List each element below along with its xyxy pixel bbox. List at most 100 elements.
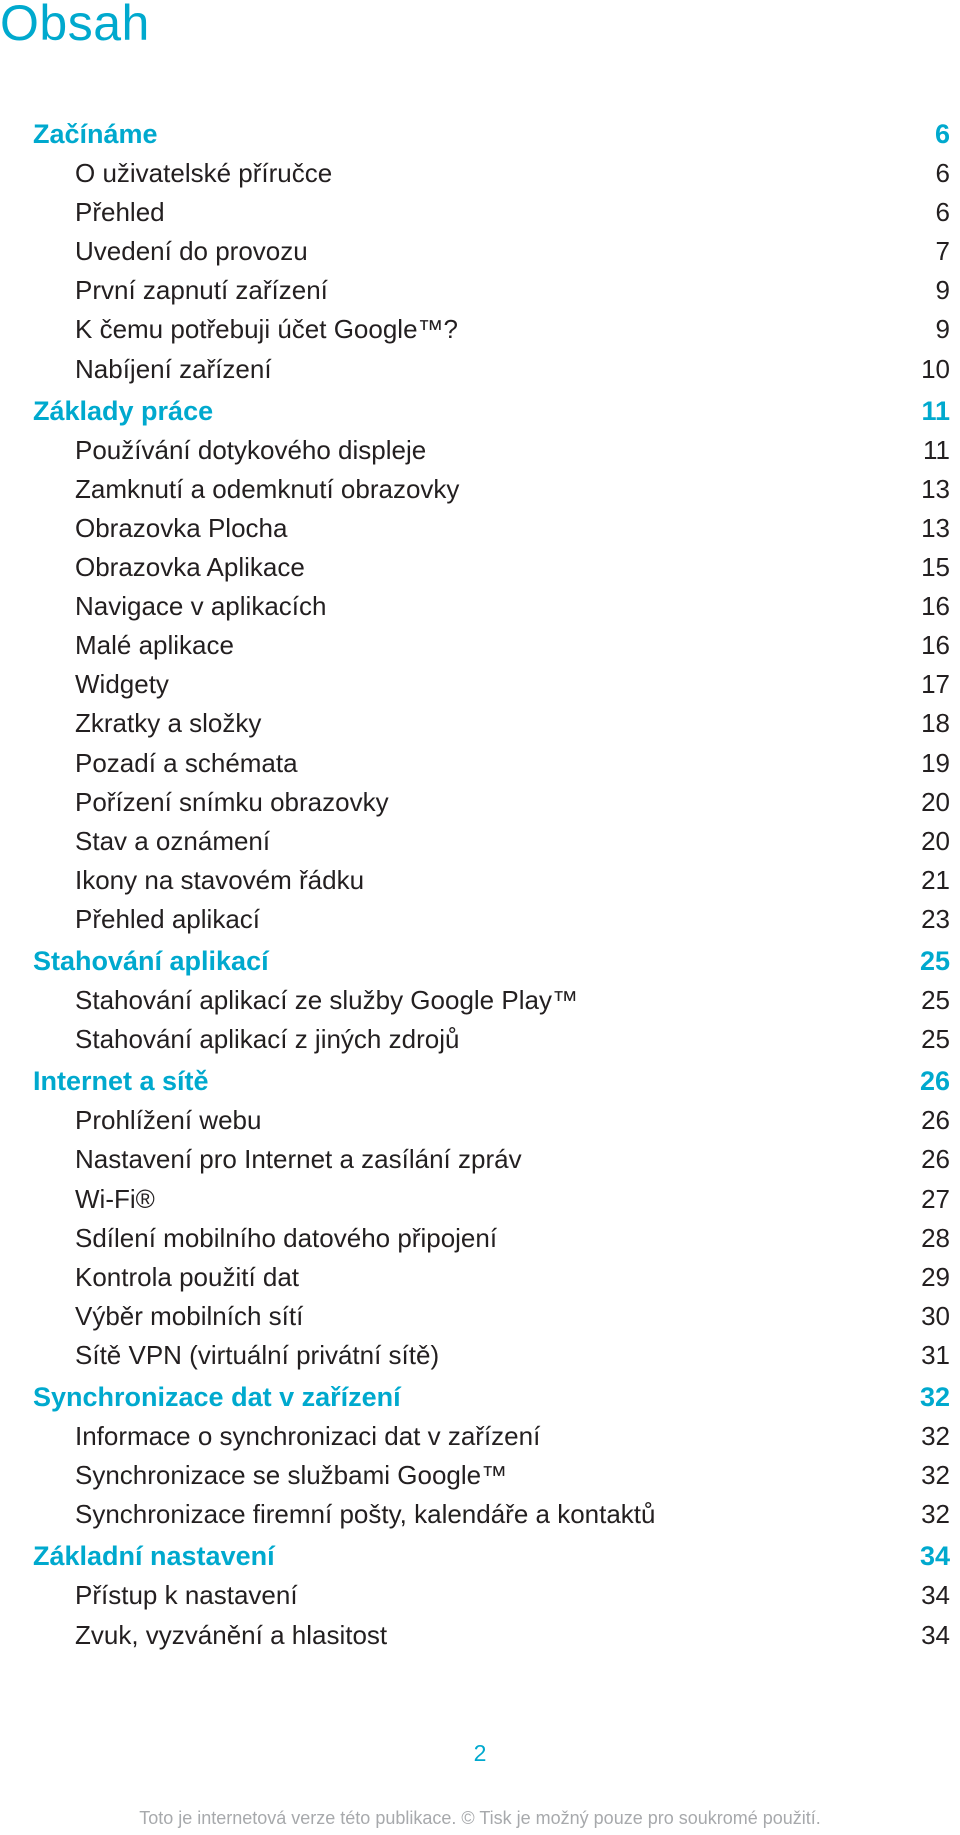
toc-entry-title: Uvedení do provozu (75, 236, 308, 267)
toc-entry-link[interactable]: Stav a oznámení 20 (33, 822, 950, 861)
toc-page-number: 25 (919, 945, 950, 976)
toc-entry-link[interactable]: Kontrola použití dat 29 (33, 1258, 950, 1297)
toc-entry-link[interactable]: Výběr mobilních sítí 30 (33, 1297, 950, 1336)
toc-entry-link[interactable]: Synchronizace se službami Google™ 32 (33, 1456, 950, 1495)
toc-section-link[interactable]: Internet a sítě 26 (33, 1062, 950, 1101)
toc-page-number: 30 (921, 1300, 950, 1331)
toc-entry-link[interactable]: Malé aplikace 16 (33, 626, 950, 665)
toc-entry-link[interactable]: Pořízení snímku obrazovky 20 (33, 783, 950, 822)
toc-page-number: 25 (921, 1024, 950, 1055)
toc-entry-title: Stahování aplikací ze služby Google Play… (75, 985, 578, 1016)
toc-page-number: 26 (921, 1105, 950, 1136)
toc-entry-link[interactable]: Zamknutí a odemknutí obrazovky 13 (33, 470, 950, 509)
toc-entry-title: První zapnutí zařízení (75, 275, 328, 306)
toc-entry-link[interactable]: Ikony na stavovém řádku 21 (33, 861, 950, 900)
toc-entry-link[interactable]: Uvedení do provozu 7 (33, 232, 950, 271)
toc-entry-title: Sítě VPN (virtuální privátní sítě) (75, 1339, 440, 1370)
toc-section-link[interactable]: Stahování aplikací 25 (33, 942, 950, 981)
toc-entry-link[interactable]: Nabíjení zařízení 10 (33, 350, 950, 389)
toc-entry-title: Pořízení snímku obrazovky (75, 786, 389, 817)
toc-page-number: 29 (921, 1261, 950, 1292)
toc-page-number: 15 (921, 552, 950, 583)
toc-page-number: 16 (921, 630, 950, 661)
toc-page-number: 21 (921, 864, 950, 895)
toc-page-number: 25 (921, 985, 950, 1016)
footer-note: Toto je internetová verze této publikace… (139, 1808, 821, 1828)
toc-entry-link[interactable]: Wi-Fi® 27 (33, 1180, 950, 1219)
toc-entry-link[interactable]: Informace o synchronizaci dat v zařízení… (33, 1417, 950, 1456)
toc-entry-link[interactable]: Synchronizace firemní pošty, kalendáře a… (33, 1495, 950, 1534)
toc-entry-title: Internet a sítě (33, 1066, 209, 1097)
toc-section-link[interactable]: Základy práce 11 (33, 392, 950, 431)
toc-entry-link[interactable]: K čemu potřebuji účet Google™? 9 (33, 310, 950, 349)
toc-entry-title: K čemu potřebuji účet Google™? (75, 314, 458, 345)
toc-entry-link[interactable]: Nastavení pro Internet a zasílání zpráv 2… (33, 1140, 950, 1179)
toc-entry-link[interactable]: Widgety 17 (33, 665, 950, 704)
toc-entry-title: Základní nastavení (33, 1541, 275, 1572)
toc-entry-title: Stav a oznámení (75, 825, 271, 856)
toc-entry-title: Ikony na stavovém řádku (75, 864, 365, 895)
toc-entry-title: Synchronizace firemní pošty, kalendáře a… (75, 1499, 656, 1530)
toc-entry-title: Stahování aplikací z jiných zdrojů (75, 1024, 460, 1055)
toc-entry-title: Výběr mobilních sítí (75, 1300, 304, 1331)
toc-entry-title: Používání dotykového displeje (75, 434, 427, 465)
toc-entry-link[interactable]: Stahování aplikací ze služby Google Play… (33, 981, 950, 1020)
toc-page-number: 32 (921, 1499, 950, 1530)
toc-entry-link[interactable]: Přístup k nastavení 34 (33, 1576, 950, 1615)
toc-entry-title: Přehled aplikací (75, 903, 260, 934)
toc-section-link[interactable]: Synchronizace dat v zařízení 32 (33, 1378, 950, 1417)
toc-entry-title: Stahování aplikací (33, 945, 269, 976)
toc-page-number: 20 (921, 786, 950, 817)
toc-page-number: 31 (921, 1339, 950, 1370)
toc-entry-link[interactable]: Používání dotykového displeje 11 (33, 431, 950, 470)
page-title: Obsah (0, 0, 150, 51)
toc-entry-link[interactable]: Zvuk, vyzvánění a hlasitost 34 (33, 1616, 950, 1655)
toc-page-number: 11 (921, 395, 950, 426)
toc-entry-link[interactable]: Obrazovka Plocha 13 (33, 509, 950, 548)
toc-page-number: 11 (923, 434, 950, 465)
toc-entry-link[interactable]: Prohlížení webu 26 (33, 1101, 950, 1140)
toc-entry-link[interactable]: Přehled 6 (33, 193, 950, 232)
toc-entry-link[interactable]: Zkratky a složky 18 (33, 704, 950, 743)
toc-entry-link[interactable]: Pozadí a schémata 19 (33, 744, 950, 783)
toc-page-number: 26 (921, 1144, 950, 1175)
toc-entry-title: Nastavení pro Internet a zasílání zpráv (75, 1144, 522, 1175)
toc-entry-link[interactable]: Stahování aplikací z jiných zdrojů 25 (33, 1020, 950, 1059)
toc-page-number: 26 (919, 1066, 950, 1097)
table-of-contents: Začínáme 6 O uživatelské příručce 6 Přehled 6… (33, 115, 950, 1655)
toc-entry-link[interactable]: O uživatelské příručce 6 (33, 154, 950, 193)
toc-entry-title: Obrazovka Plocha (75, 512, 288, 543)
toc-entry-title: Kontrola použití dat (75, 1261, 300, 1292)
toc-entry-title: Nabíjení zařízení (75, 353, 272, 384)
toc-page-number: 28 (921, 1222, 950, 1253)
toc-page-number: 19 (921, 747, 950, 778)
toc-page-number: 13 (921, 512, 950, 543)
toc-entry-link[interactable]: První zapnutí zařízení 9 (33, 271, 950, 310)
toc-entry-link[interactable]: Obrazovka Aplikace 15 (33, 548, 950, 587)
toc-page-number: 23 (921, 903, 950, 934)
toc-page-number: 6 (935, 158, 950, 189)
toc-page-number: 34 (921, 1580, 950, 1611)
toc-entry-link[interactable]: Sdílení mobilního datového připojení 28 (33, 1219, 950, 1258)
toc-entry-title: Pozadí a schémata (75, 747, 298, 778)
toc-entry-title: Sdílení mobilního datového připojení (75, 1222, 498, 1253)
toc-entry-link[interactable]: Přehled aplikací 23 (33, 900, 950, 939)
toc-entry-title: Informace o synchronizaci dat v zařízení (75, 1421, 541, 1452)
toc-entry-title: Synchronizace se službami Google™ (75, 1460, 508, 1491)
toc-entry-link[interactable]: Sítě VPN (virtuální privátní sítě) 31 (33, 1336, 950, 1375)
toc-page-number: 10 (921, 353, 950, 384)
toc-entry-title: Přehled (75, 197, 165, 228)
toc-page-number: 32 (919, 1382, 950, 1412)
toc-page-number: 6 (934, 119, 950, 149)
toc-page-number: 6 (935, 197, 950, 228)
toc-section-link[interactable]: Začínáme 6 (33, 115, 950, 154)
toc-page-number: 17 (921, 669, 950, 700)
toc-page-number: 9 (935, 314, 950, 345)
toc-page-number: 32 (921, 1421, 950, 1452)
toc-entry-link[interactable]: Navigace v aplikacích 16 (33, 587, 950, 626)
toc-entry-title: Malé aplikace (75, 630, 234, 661)
toc-entry-title: Základy práce (33, 395, 214, 426)
toc-page-number: 34 (919, 1541, 950, 1572)
toc-section-link[interactable]: Základní nastavení 34 (33, 1537, 950, 1576)
toc-entry-title: Obrazovka Aplikace (75, 552, 305, 583)
